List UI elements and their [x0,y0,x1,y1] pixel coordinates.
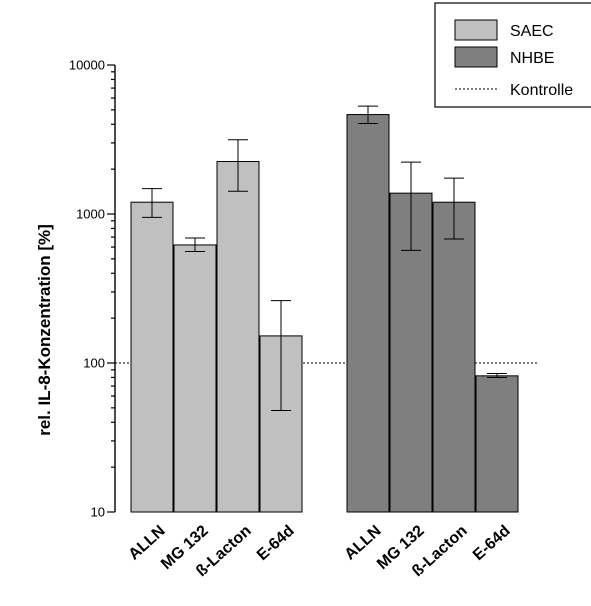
error-bars-layer [142,105,507,411]
legend-label-saec: SAEC [510,23,554,40]
error-bar-saec-1 [142,188,162,218]
error-bar-nhbe-1 [358,105,378,124]
error-bar-saec-2 [185,237,205,253]
error-bar-saec-3 [228,139,248,192]
legend-label-kontrolle: Kontrolle [510,82,573,99]
bar-nhbe-4 [475,375,519,513]
bar-saec-2 [173,244,217,513]
error-bar-nhbe-4 [487,373,507,378]
y-tick-label: 100 [83,356,105,371]
error-bar-nhbe-2 [401,161,421,251]
legend-swatch-nhbe [454,46,498,68]
y-tick-label: 10 [91,505,105,520]
bar-saec-3 [216,161,260,513]
bar-nhbe-1 [346,114,390,513]
category-label-nhbe-4: E-64d [470,522,514,564]
y-tick-label: 1000 [76,207,105,222]
legend: SAEC NHBE Kontrolle [434,2,591,108]
y-axis-label: rel. IL-8-Konzentration [%] [35,224,54,436]
category-label-saec-4: E-64d [254,522,298,564]
error-bar-nhbe-3 [444,177,464,240]
y-axis: 10 100 1000 10000 [69,58,116,520]
bars-layer [130,114,519,513]
legend-label-nhbe: NHBE [510,50,554,67]
error-bar-saec-4 [271,300,291,411]
y-tick-label: 10000 [69,58,105,73]
legend-swatch-saec [454,19,498,41]
bar-nhbe-3 [432,201,476,513]
bar-saec-1 [130,201,174,513]
